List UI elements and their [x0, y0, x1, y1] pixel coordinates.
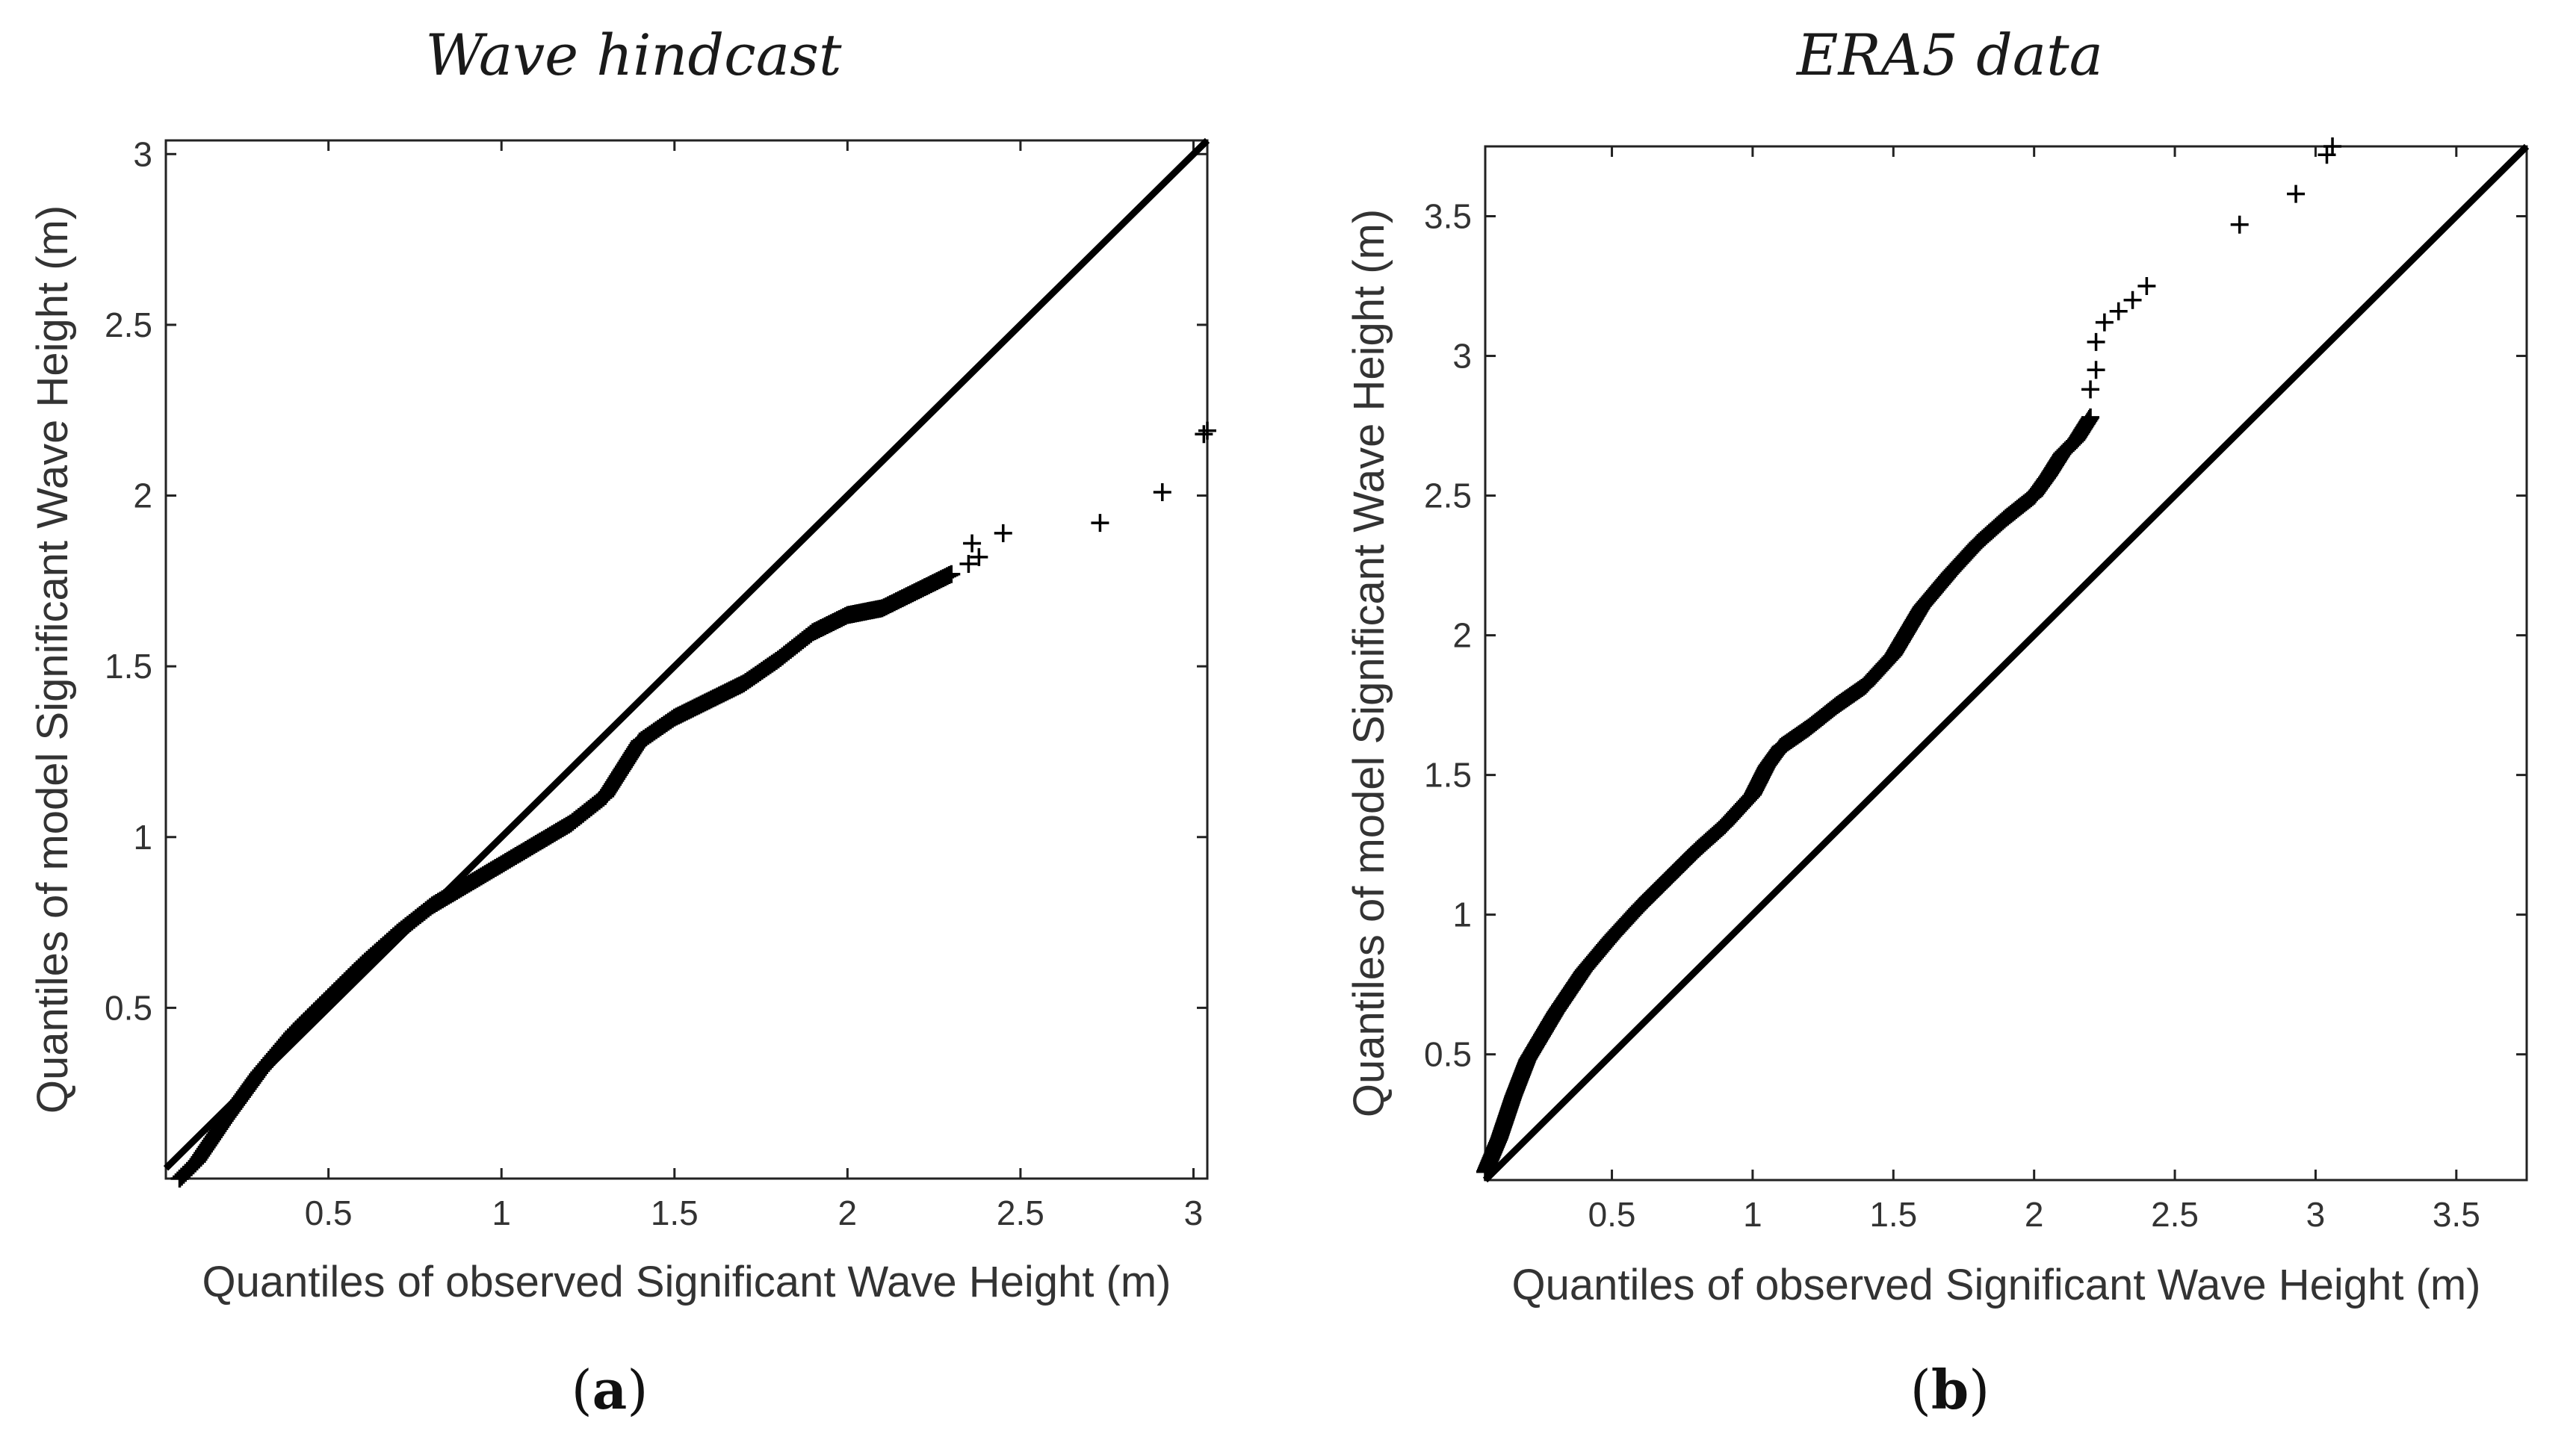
chart-b-panel-label: (b): [1910, 1358, 1990, 1421]
chart-a-y-tick-label: 3: [133, 134, 152, 173]
chart-a-point: [1091, 514, 1109, 533]
chart-a: Wave hindcast 0.5 1 1.5 2 2.5 3 0.511.522.53 …: [28, 22, 1216, 1421]
chart-b-y-tick-label: 0.5: [1424, 1035, 1472, 1074]
chart-b-x-tick-label: 1: [1743, 1195, 1762, 1234]
chart-b-point: [2287, 184, 2306, 203]
chart-a-point: [942, 565, 961, 583]
chart-a-x-tick-label: 1: [492, 1194, 511, 1232]
chart-b-y-tick-label: 1.5: [1424, 756, 1472, 795]
chart-b-reference-line: [1482, 143, 2530, 1183]
chart-a-y-tick-label: 1: [133, 818, 152, 857]
chart-a-panel-label-letter: a: [592, 1358, 628, 1421]
chart-b-point: [2109, 302, 2128, 320]
chart-b-point: [2081, 408, 2100, 426]
chart-b-y-tick-label: 1: [1452, 896, 1472, 934]
chart-a-x-tick-label: 2.5: [997, 1194, 1044, 1232]
chart-a-point: [970, 547, 988, 566]
chart-b-point: [2095, 313, 2114, 332]
chart-a-x-tick-label: 1.5: [651, 1194, 699, 1232]
chart-b-panel-label-open: (: [1910, 1359, 1931, 1421]
chart-b-point: [2323, 137, 2342, 155]
chart-a-panel-label-close: ): [627, 1359, 648, 1421]
chart-a-y-axis-label: Quantiles of model Significant Wave Heig…: [28, 205, 77, 1114]
chart-b-y-axis: 0.5 1 1.5 2 2.5 3 3.5: [1424, 197, 2527, 1074]
chart-a-y-axis: 0.5 1 1.5 2 2.5 3: [105, 134, 1207, 1027]
chart-b-y-tick-label: 2: [1452, 616, 1472, 655]
chart-a-panel-label-open: (: [572, 1359, 592, 1421]
chart-b-x-axis-label: Quantiles of observed Significant Wave H…: [1512, 1261, 2481, 1309]
chart-b-x-tick-label: 0.5: [1588, 1195, 1636, 1234]
chart-a-point: [1195, 425, 1213, 444]
chart-b-point: [2230, 215, 2249, 234]
chart-a-panel-label: (a): [572, 1358, 648, 1421]
chart-a-title: Wave hindcast: [425, 22, 842, 88]
chart-a-y-tick-label: 2: [133, 477, 152, 515]
chart-a-x-tick-label: 2: [838, 1194, 858, 1232]
chart-b-x-tick-label: 3.5: [2433, 1195, 2480, 1234]
chart-a-point: [963, 534, 982, 553]
chart-b-point: [2137, 277, 2156, 296]
chart-a-y-tick-label: 1.5: [105, 647, 152, 686]
chart-b-panel-label-letter: b: [1931, 1358, 1969, 1421]
chart-a-y-tick-label: 2.5: [105, 305, 152, 344]
chart-b-title: ERA5 data: [1795, 22, 2103, 88]
chart-b-y-tick-label: 3: [1452, 337, 1472, 376]
chart-b-x-tick-label: 1.5: [1869, 1195, 1917, 1234]
chart-b-panel-label-close: ): [1969, 1359, 1990, 1421]
chart-a-point: [994, 524, 1012, 542]
chart-b-x-tick-label: 2: [2025, 1195, 2044, 1234]
chart-a-point: [1198, 421, 1216, 440]
chart-b-y-tick-label: 3.5: [1424, 197, 1472, 236]
chart-b-y-axis-label: Quantiles of model Significant Wave Heig…: [1345, 209, 1393, 1117]
chart-a-point: [1153, 482, 1171, 501]
chart-b-plot-area: [1484, 145, 2528, 1182]
chart-a-plot-area: [164, 139, 1209, 1180]
chart-b-y-tick-label: 2.5: [1424, 477, 1472, 515]
chart-a-x-axis: 0.5 1 1.5 2 2.5 3: [305, 140, 1204, 1232]
chart-b-points: [1476, 137, 2342, 1181]
chart-a-x-tick-label: 3: [1184, 1194, 1204, 1232]
chart-a-y-tick-label: 0.5: [105, 988, 152, 1027]
chart-b-x-tick-label: 2.5: [2151, 1195, 2199, 1234]
chart-a-x-axis-label: Quantiles of observed Significant Wave H…: [202, 1258, 1171, 1306]
chart-a-points: [170, 421, 1216, 1188]
chart-b: ERA5 data 0.5 1 1.5 2 2.5 3 3.5 0.5 1 1.5 2 2.5 3 3.…: [1345, 22, 2530, 1421]
chart-b-x-axis: 0.5 1 1.5 2 2.5 3 3.5: [1588, 146, 2480, 1234]
chart-b-x-tick-label: 3: [2306, 1195, 2326, 1234]
chart-b-point: [2123, 291, 2142, 309]
chart-a-reference-line: [163, 137, 1210, 1171]
chart-b-point: [2087, 332, 2105, 351]
chart-a-x-tick-label: 0.5: [305, 1194, 353, 1232]
chart-a-point: [959, 554, 978, 573]
chart-b-point: [2087, 361, 2105, 379]
chart-b-point: [2081, 380, 2100, 399]
